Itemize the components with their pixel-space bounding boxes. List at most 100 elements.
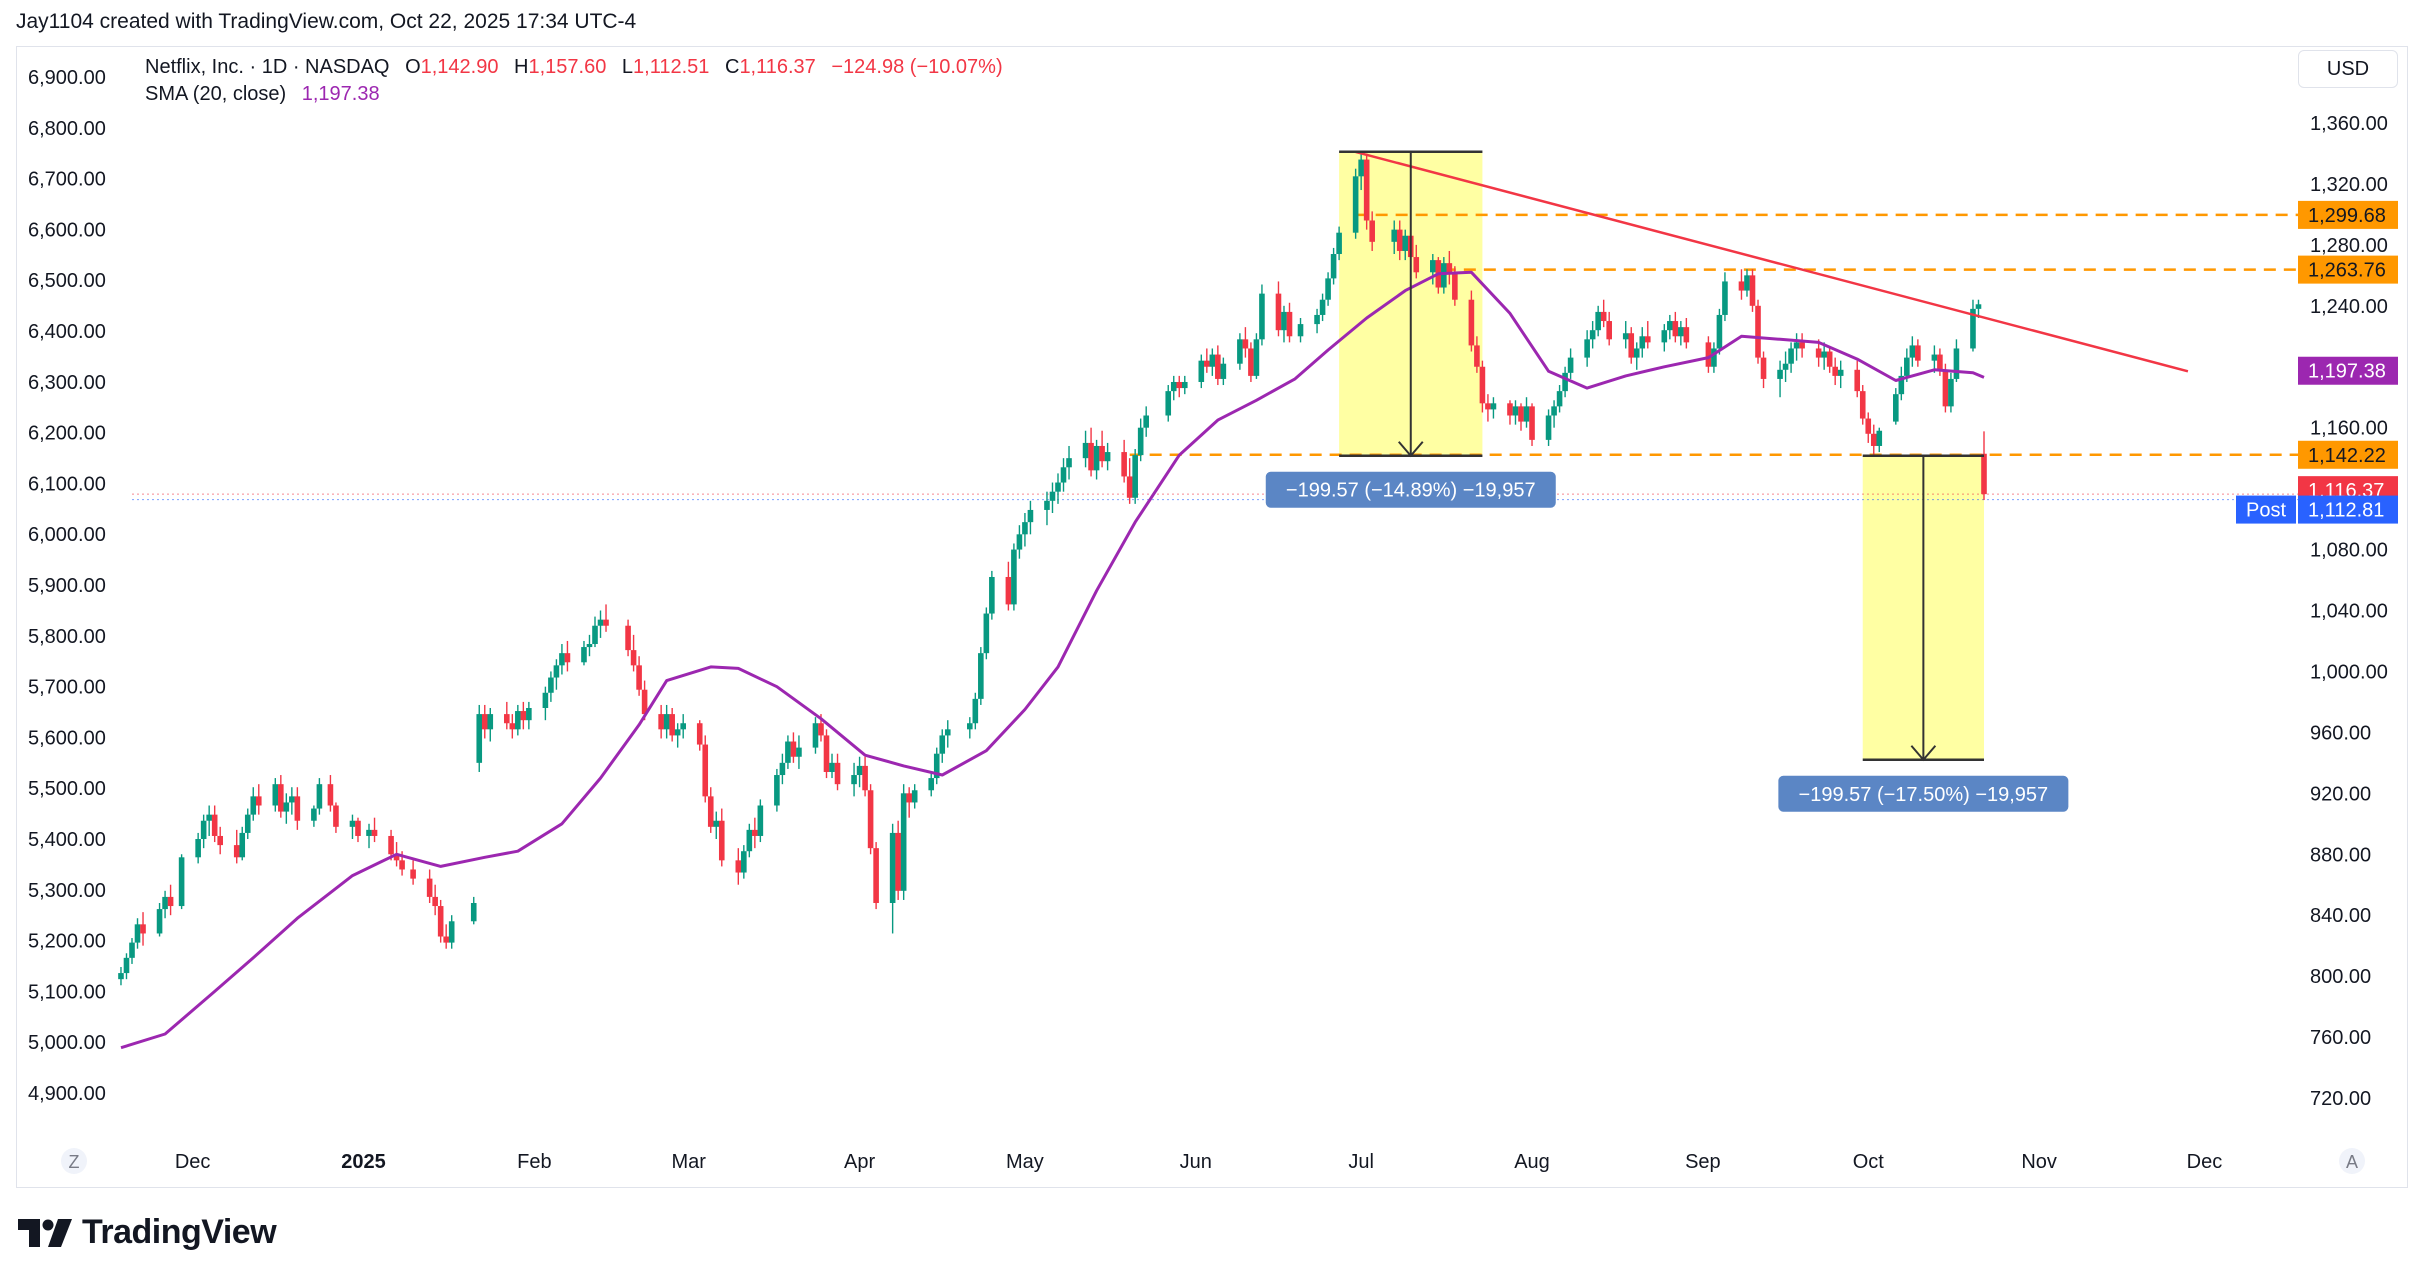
candle-body [856,765,863,776]
candle [1678,321,1684,346]
candle-body [1314,314,1320,325]
candle [1474,336,1480,373]
candle [239,826,246,861]
zoom-reset-button[interactable]: Z [61,1148,87,1174]
left-axis-tick: 6,900.00 [28,67,106,89]
right-axis-tick: 1,280.00 [2310,235,2388,257]
post-badge-text: Post [2246,500,2286,522]
candle [1363,153,1370,230]
candle-body [834,762,841,785]
candle-body [1898,375,1905,395]
candle [1220,357,1227,386]
candle-body [812,723,819,748]
legend-low: 1,112.51 [633,56,710,78]
candle [1485,394,1491,422]
sma-line[interactable] [120,270,1985,1050]
candle-body [1749,275,1756,306]
candle-body [1589,330,1596,340]
auto-scale-button[interactable]: A [2339,1148,2365,1174]
candle [1865,412,1872,443]
candle [255,784,262,815]
left-axis-tick: 5,600.00 [28,727,106,749]
candle [790,732,797,763]
candle [900,784,907,900]
candle [1507,400,1513,425]
measure-tool-1[interactable]: −199.57 (−14.89%) −19,957 [1265,150,1556,508]
candle-body [1011,549,1017,605]
candle [1143,406,1149,437]
candle-body [1104,452,1111,462]
candle-body [707,796,714,827]
candle [658,704,664,739]
left-axis-tick: 4,900.00 [28,1083,106,1105]
candle [278,775,284,818]
candle [426,869,433,903]
right-axis-tick: 840.00 [2310,905,2371,927]
left-price-axis: 6,900.00 6,800.00 6,700.00 6,600.00 6,500.00… [28,67,106,1105]
candle [1099,430,1105,468]
candle-body [1099,445,1105,462]
candle [1132,449,1138,504]
price-label-level: 1,263.76 [2298,255,2398,284]
candle [1672,311,1679,343]
tradingview-logo[interactable]: TradingView [18,1213,277,1252]
measure-tool-2[interactable]: −199.57 (−17.50%) −19,957 [1778,454,2069,812]
candle [1837,360,1844,389]
candle [388,829,394,861]
candle-body [1248,348,1254,376]
sma-layer [120,270,1985,1050]
candle-body [1523,406,1530,422]
candle-body [504,714,510,724]
candle [1760,351,1767,389]
candle [1479,360,1486,413]
candle [1793,333,1800,361]
candle-body [123,957,130,974]
candle [746,823,753,858]
left-axis-tick: 5,200.00 [28,931,106,953]
candle-body [1474,345,1480,367]
candle [1589,321,1596,349]
candle [1562,366,1568,398]
candle [1948,372,1954,413]
candle-body [1644,336,1651,343]
price-labels: 1,299.681,263.761,197.381,142.221,116.37… [2236,200,2398,524]
candle [1441,257,1447,294]
candle-body [823,735,830,772]
candle [1600,299,1607,328]
candle [1066,445,1072,480]
candle [1788,342,1794,373]
candle [972,692,979,730]
auto-scale-button-label: A [2346,1152,2358,1172]
candle [195,832,201,864]
candle [867,784,874,855]
legend-sma: SMA (20, close) 1,197.38 [145,83,380,106]
candle [366,823,372,849]
candle [581,640,587,666]
price-label-box [2298,356,2398,385]
candle [702,735,709,803]
candle-body [509,723,516,730]
candle [1314,308,1320,334]
chart-frame [16,46,2408,1188]
candle [333,802,339,833]
candle [1259,284,1265,346]
candle [911,784,918,809]
candle [316,778,323,815]
legend-symbol: Netflix, Inc. · 1D · NASDAQ [145,56,390,78]
candle-body [586,644,593,648]
candle [1782,351,1789,382]
trendline[interactable] [1355,150,2189,373]
candle [1044,491,1050,526]
candle-body [195,839,201,858]
candle-body [1319,299,1326,315]
price-label-box [2298,440,2398,469]
candle-body [1672,321,1679,337]
candle [1396,220,1403,261]
candle [669,708,675,742]
currency-selector[interactable]: USD [2298,50,2398,88]
candle-body [1545,415,1552,440]
candle-body [1815,348,1822,358]
candle-body [1705,342,1712,367]
candle [713,811,720,840]
